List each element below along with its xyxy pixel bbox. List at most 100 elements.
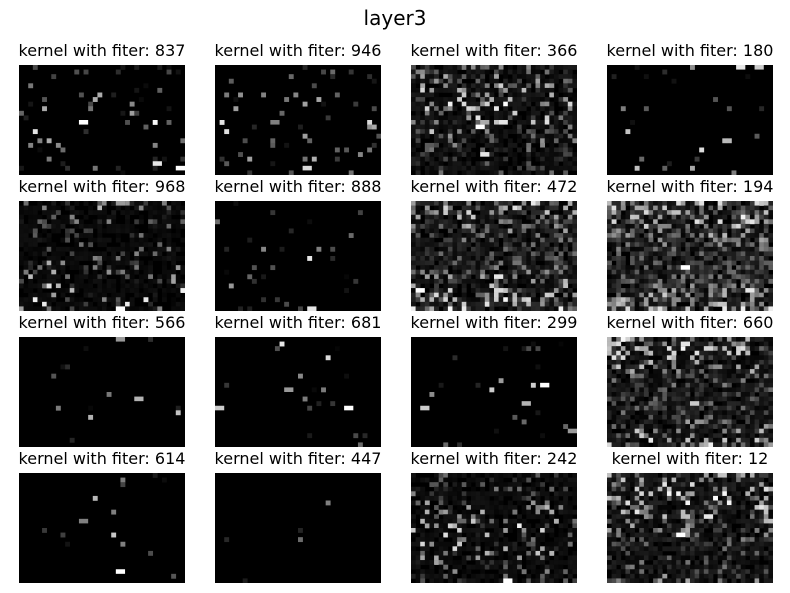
heatmap-cell [434,283,439,289]
heatmap-cell [457,442,463,447]
heatmap-cell [567,274,573,280]
heatmap-cell [55,265,61,271]
heatmap-cell [424,495,430,501]
heatmap-cell [420,495,426,501]
heatmap-cell [736,274,742,280]
heatmap-cell [447,301,453,307]
heatmap-cell [484,170,490,175]
heatmap-cell [567,83,573,89]
heatmap-cell [666,433,672,439]
heatmap-cell [708,369,714,374]
heatmap-cell [768,437,773,443]
heatmap-cell [494,578,499,583]
heatmap-cell [415,110,421,116]
heatmap-cell [443,129,449,135]
heatmap-cell [415,69,421,75]
heatmap-cell [671,359,677,365]
heatmap-cell [708,505,714,510]
heatmap-cell [558,573,564,579]
heatmap-cell [616,414,622,420]
heatmap-cell [429,147,435,153]
heatmap-highlight [344,405,354,411]
heatmap-cell [572,523,577,529]
heatmap-cell [420,560,426,565]
heatmap-cell [415,152,421,157]
heatmap-cell [630,433,635,439]
heatmap-cell [507,292,513,298]
heatmap-cell [434,170,439,175]
heatmap-cell [457,251,463,257]
heatmap-cell [703,419,709,425]
heatmap-cell [607,251,612,257]
heatmap-cell [23,205,29,211]
heatmap-cell [754,491,760,497]
heatmap-cell [726,482,732,488]
heatmap-cell [648,260,654,266]
heatmap-cell [111,260,117,266]
heatmap-cell [480,210,486,216]
heatmap-cell [526,297,532,303]
heatmap-cell [611,410,617,416]
heatmap-cell [717,442,723,447]
heatmap-cell [722,378,728,384]
heatmap-cell [37,201,43,206]
heatmap-cell [680,256,686,261]
heatmap-cell [461,278,467,284]
heatmap-cell [607,359,612,365]
heatmap-cell [643,382,649,388]
heatmap-cell [745,201,751,206]
heatmap-cell [420,278,426,284]
heatmap-cell [648,288,654,293]
heatmap-cell [74,283,80,289]
heatmap-cell [526,523,532,529]
heatmap-cell [498,83,504,89]
heatmap-cell [494,233,499,238]
heatmap-cell [553,269,559,275]
heatmap-cell [69,228,75,234]
heatmap-cell [530,110,536,116]
heatmap-cell [503,278,509,284]
heatmap-cell [630,242,635,248]
heatmap-cell [489,201,495,206]
heatmap-cell [768,433,773,439]
heatmap-cell [434,210,439,216]
heatmap-cell [429,156,435,162]
heatmap-cell [620,414,626,420]
heatmap-cell [452,65,458,70]
heatmap-cell [685,214,691,220]
heatmap-cell [42,274,47,280]
heatmap-cell [558,555,564,561]
heatmap-cell [325,500,331,506]
heatmap-cell [461,269,467,275]
heatmap-cell [148,337,154,342]
heatmap-cell [745,401,751,407]
heatmap-cell [498,233,504,238]
heatmap-cell [503,233,509,238]
heatmap-cell [699,428,705,434]
heatmap-cell [424,477,430,483]
heatmap-cell [494,228,499,234]
heatmap-cell [23,201,29,206]
heatmap-cell [175,223,181,229]
heatmap-cell [447,560,453,565]
heatmap-cell [512,560,518,565]
heatmap-cell [722,251,728,257]
heatmap-cell [671,346,677,352]
heatmap-cell [480,256,486,261]
heatmap-cell [125,301,130,307]
heatmap-cell [129,301,135,307]
heatmap-cell [443,278,449,284]
heatmap-cell [567,514,573,520]
heatmap-cell [161,205,167,211]
heatmap-cell [754,210,760,216]
heatmap-cell [429,97,435,102]
heatmap-cell [736,364,742,370]
heatmap-cell [553,278,559,284]
heatmap-cell [470,269,476,275]
heatmap-cell [643,355,649,361]
heatmap-cell [671,382,677,388]
heatmap-cell [466,260,472,266]
heatmap-cell [152,201,158,206]
heatmap-cell [657,373,663,379]
heatmap-cell [653,341,659,347]
